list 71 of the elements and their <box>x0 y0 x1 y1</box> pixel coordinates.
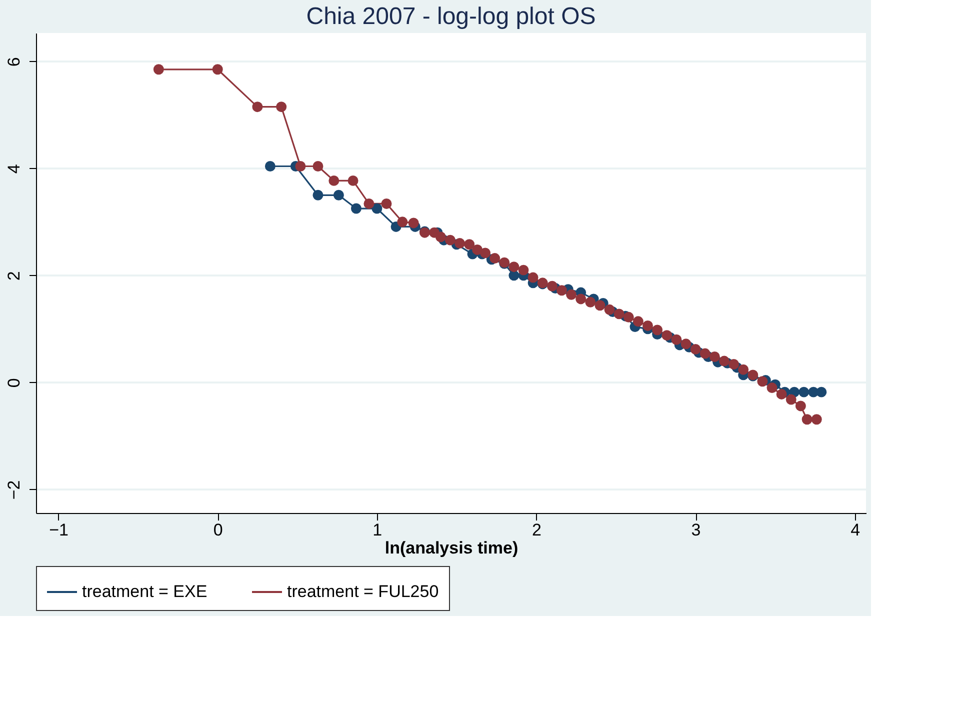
point <box>408 218 419 228</box>
point <box>312 161 324 172</box>
point <box>795 400 806 412</box>
x-axis-title: ln(analysis time) <box>384 538 518 558</box>
point <box>364 198 374 209</box>
point <box>464 239 475 250</box>
point <box>381 198 392 209</box>
y-tick-label: 6 <box>4 57 24 67</box>
point <box>444 234 456 246</box>
point <box>680 338 692 350</box>
y-tick-label: −2 <box>4 480 24 500</box>
point <box>295 161 306 172</box>
point <box>585 296 596 308</box>
point <box>786 394 796 405</box>
x-tick-label: 0 <box>213 520 223 540</box>
point <box>757 376 768 387</box>
point <box>480 248 490 258</box>
point <box>709 352 720 362</box>
point <box>776 388 787 400</box>
point <box>690 344 701 354</box>
point <box>811 414 822 425</box>
point <box>454 238 466 249</box>
point <box>508 262 520 272</box>
point <box>348 175 358 186</box>
legend-label: treatment = EXE <box>82 582 208 601</box>
point <box>604 304 615 315</box>
x-tick-label: 2 <box>532 520 542 540</box>
point <box>623 312 634 322</box>
point <box>728 359 740 370</box>
point <box>397 216 408 228</box>
point <box>766 382 778 394</box>
point <box>372 203 382 214</box>
point <box>662 330 672 341</box>
point <box>490 253 500 264</box>
point <box>350 203 362 214</box>
x-tick-label: −1 <box>49 520 68 540</box>
point <box>264 161 276 172</box>
point <box>700 348 710 359</box>
point <box>546 280 558 292</box>
x-tick-label: 3 <box>691 520 701 540</box>
y-tick-label: 4 <box>4 164 24 174</box>
point <box>333 190 344 200</box>
point <box>594 300 606 311</box>
x-tick-label: 4 <box>850 520 860 540</box>
chart-title: Chia 2007 - log-log plot OS <box>306 3 596 30</box>
point <box>528 272 538 283</box>
point <box>802 414 812 425</box>
point <box>252 102 263 112</box>
legend-label: treatment = FUL250 <box>287 582 439 601</box>
y-tick-label: 2 <box>4 271 24 281</box>
point <box>816 386 827 398</box>
point <box>518 264 529 276</box>
point <box>435 232 446 242</box>
x-tick-label: 1 <box>372 520 382 540</box>
point <box>153 64 164 75</box>
point <box>212 64 223 75</box>
point <box>642 320 653 331</box>
point <box>328 175 340 186</box>
point <box>276 102 287 112</box>
y-tick-label: 0 <box>4 378 24 388</box>
point <box>632 316 644 327</box>
point <box>556 285 567 296</box>
point <box>738 364 749 375</box>
point <box>798 386 810 398</box>
point <box>671 334 682 345</box>
point <box>718 356 730 366</box>
point <box>576 294 586 304</box>
point <box>566 289 577 300</box>
point <box>652 324 663 336</box>
point <box>614 308 624 320</box>
point <box>312 190 324 200</box>
